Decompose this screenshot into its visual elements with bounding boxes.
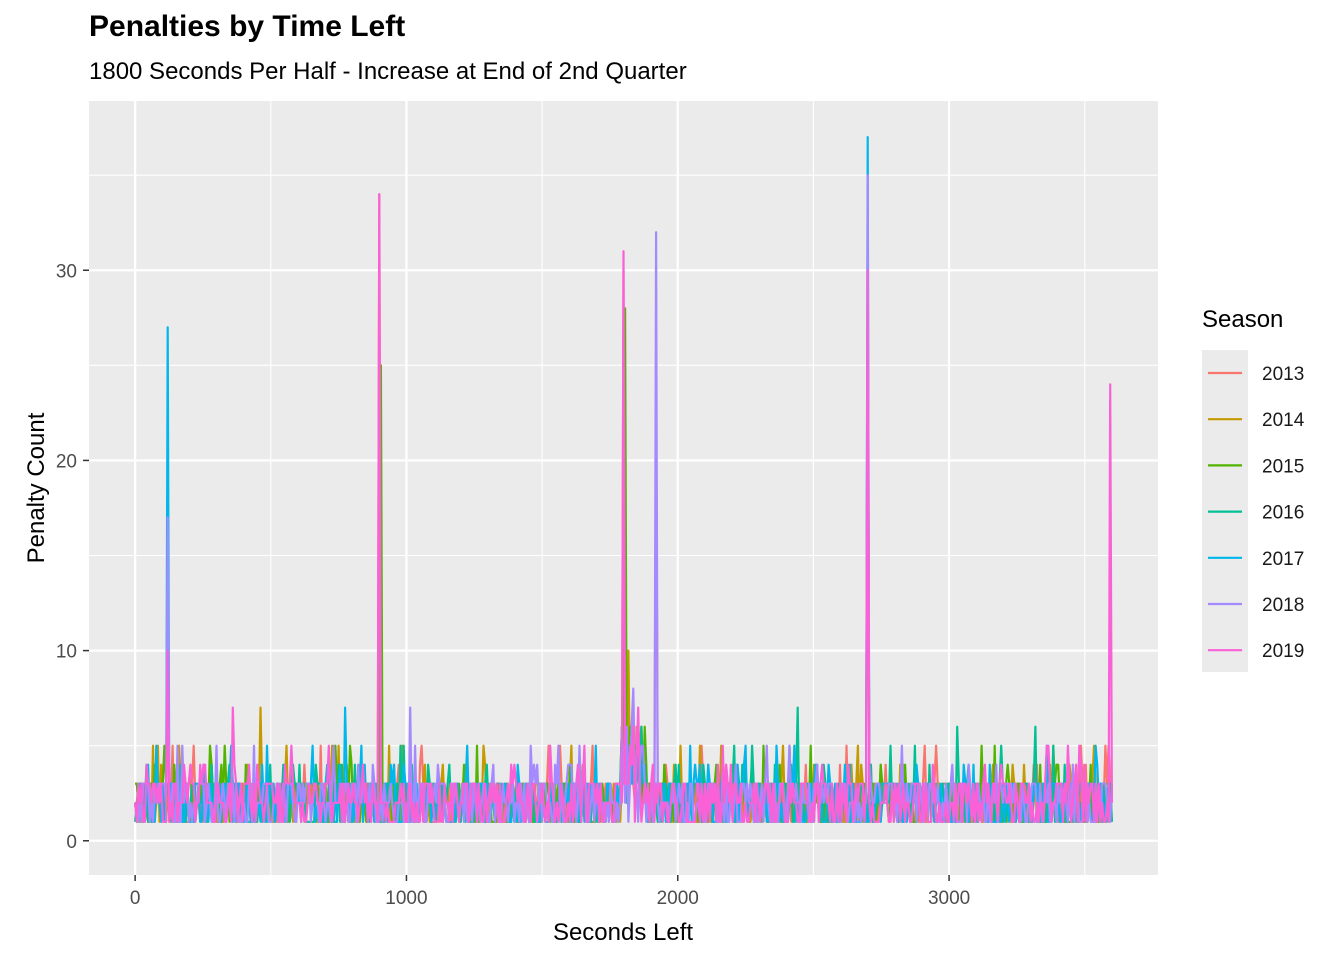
x-axis-title: Seconds Left <box>553 919 693 946</box>
x-tick-label: 3000 <box>928 888 970 909</box>
y-tick-label: 20 <box>56 451 77 472</box>
legend-title: Season <box>1202 306 1284 333</box>
series-layer <box>134 136 1113 823</box>
y-tick-label: 0 <box>66 832 77 853</box>
axes-layer: 0 1000 2000 3000 0 10 20 30 <box>56 261 970 909</box>
series-line-2019 <box>134 193 1113 823</box>
legend-label-2019: 2019 <box>1262 641 1304 662</box>
y-tick-label: 30 <box>56 261 77 282</box>
legend-label-2014: 2014 <box>1262 410 1305 431</box>
legend-label-2015: 2015 <box>1262 456 1304 477</box>
legend-label-2016: 2016 <box>1262 503 1304 524</box>
x-tick-label: 2000 <box>657 888 699 909</box>
chart-title: Penalties by Time Left <box>89 10 406 43</box>
legend-label-2013: 2013 <box>1262 364 1304 385</box>
y-tick-label: 10 <box>56 642 77 663</box>
y-axis-title: Penalty Count <box>23 412 50 563</box>
legend-label-2017: 2017 <box>1262 549 1304 570</box>
chart-subtitle: 1800 Seconds Per Half - Increase at End … <box>89 58 687 85</box>
legend-label-2018: 2018 <box>1262 595 1304 616</box>
x-tick-label: 1000 <box>385 888 427 909</box>
x-tick-label: 0 <box>130 888 141 909</box>
legend: 2013 2014 2015 2016 2017 2018 2019 <box>1202 350 1305 672</box>
